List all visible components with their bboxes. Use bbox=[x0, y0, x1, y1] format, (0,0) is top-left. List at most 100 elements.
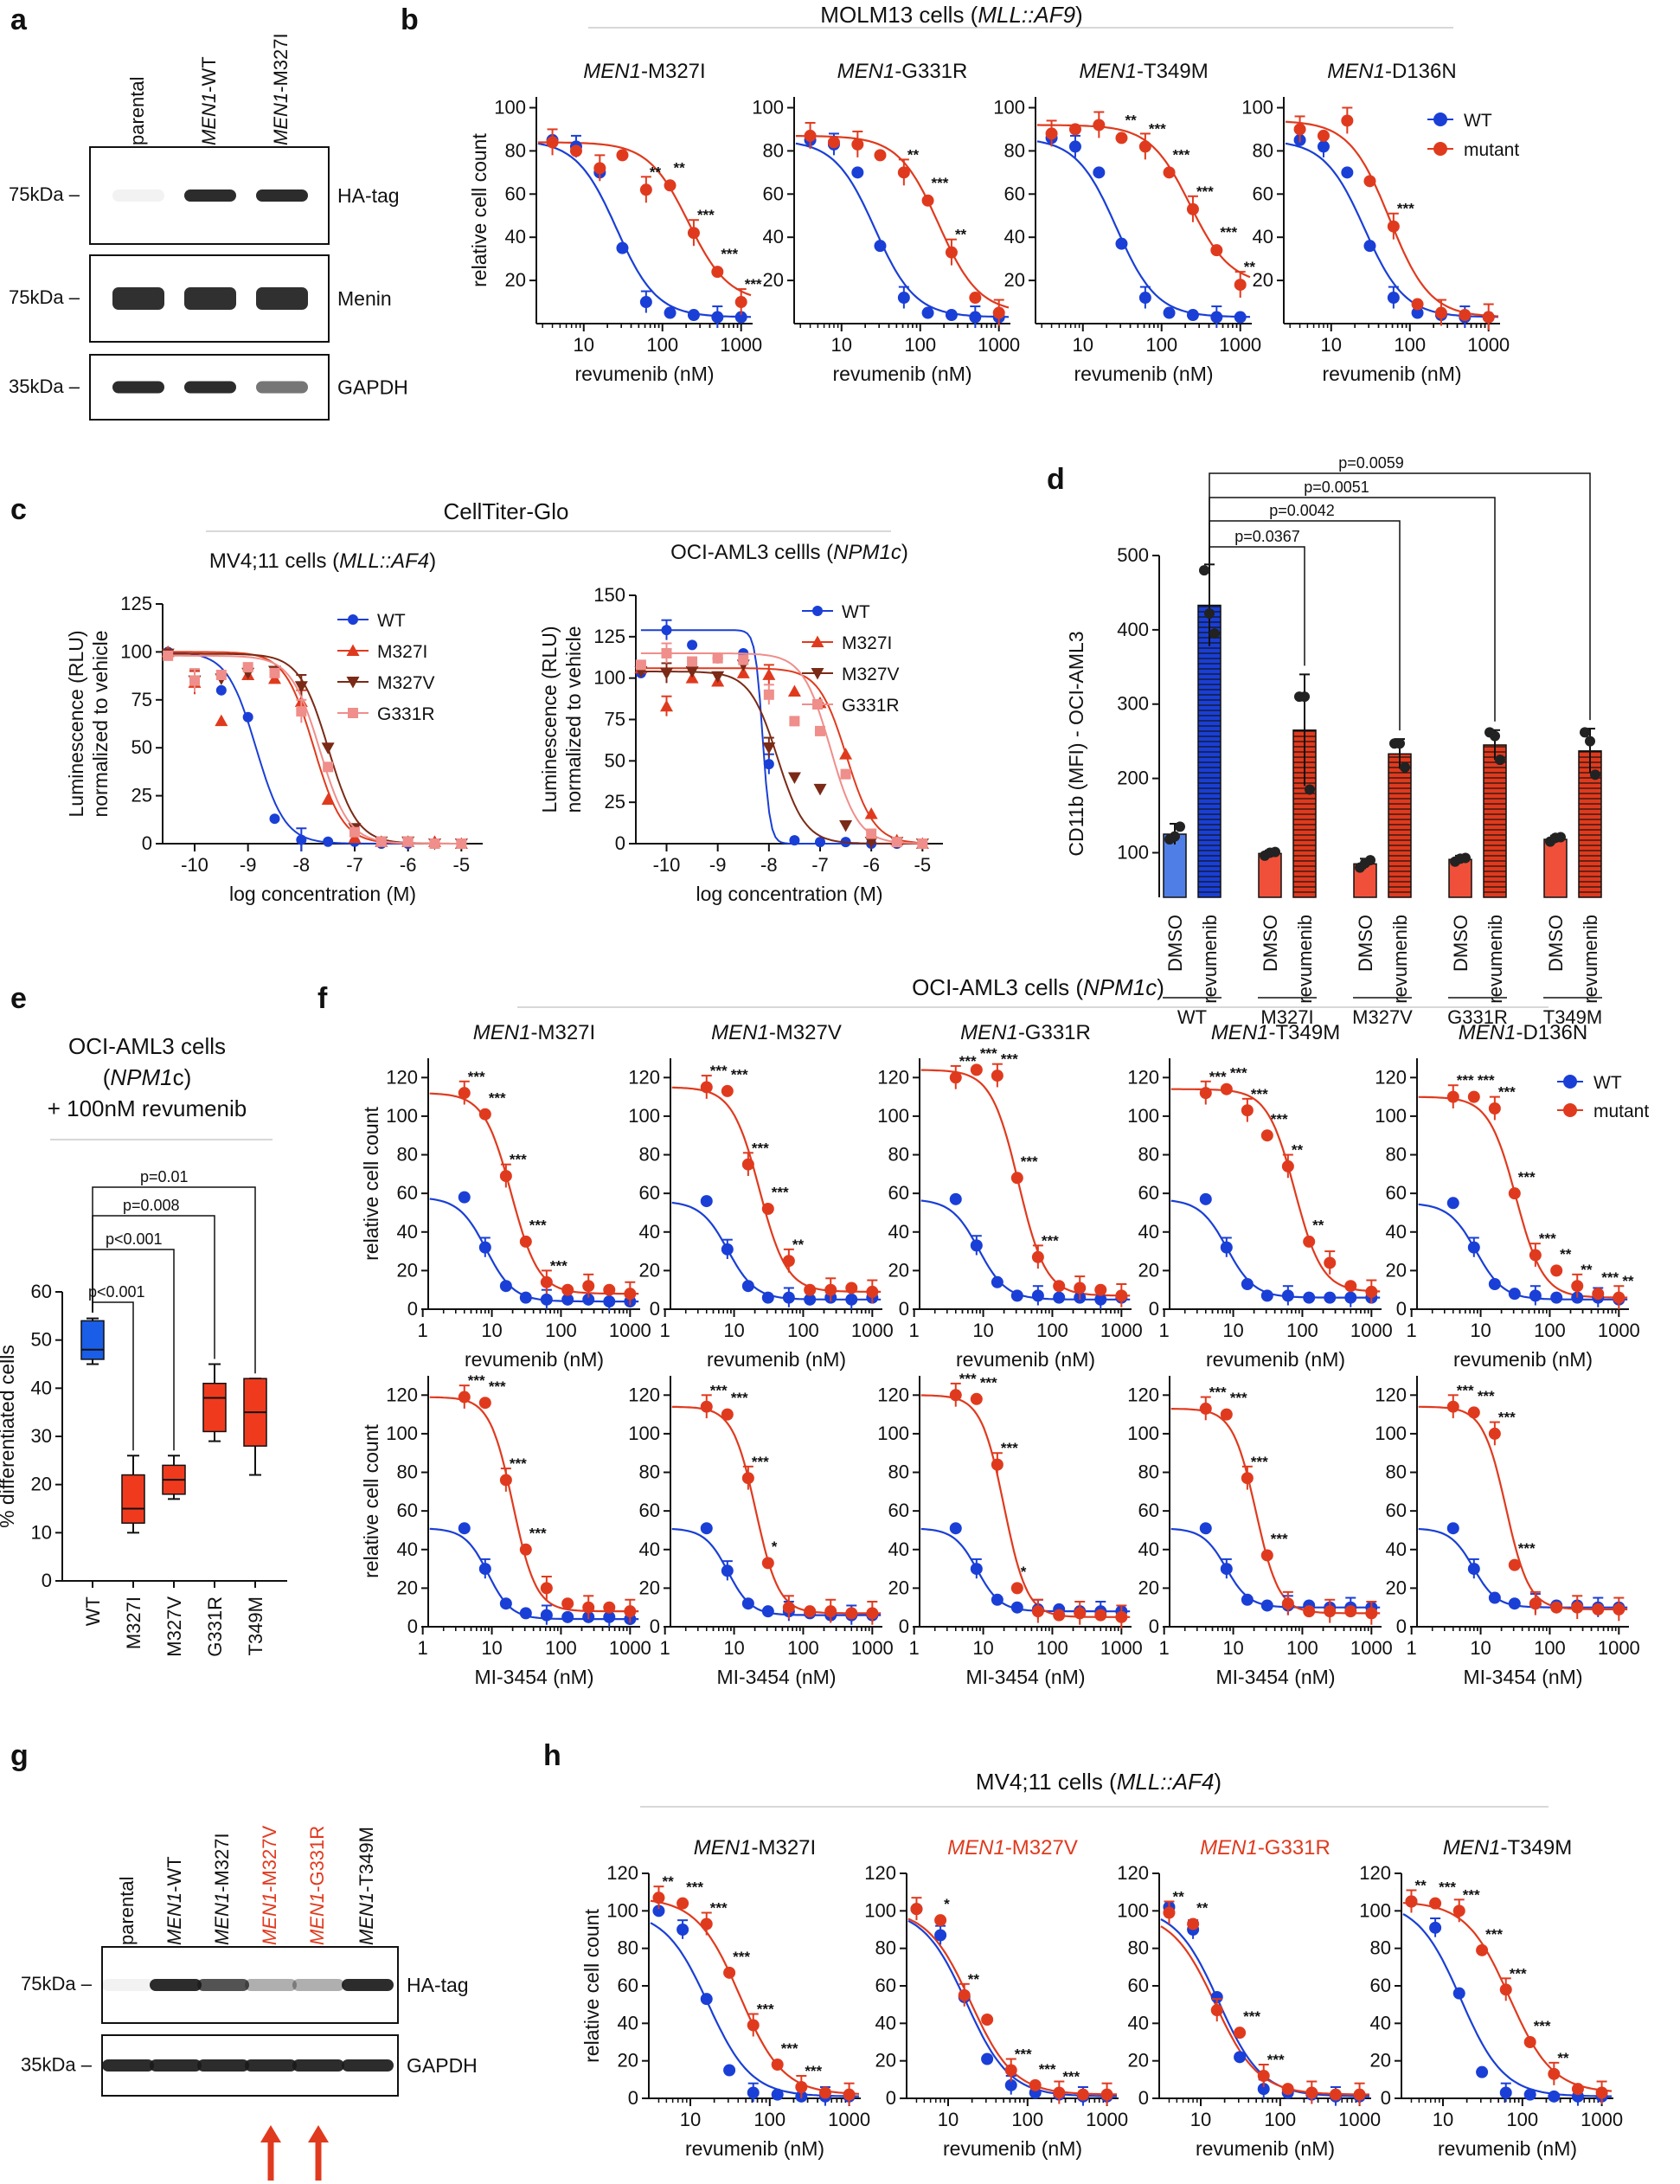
mutant-data-point bbox=[1341, 114, 1354, 127]
p-value-label: p=0.008 bbox=[123, 1197, 180, 1214]
mutant-data-point bbox=[845, 1281, 858, 1294]
replicate-point bbox=[1305, 784, 1315, 795]
mutant-fit-curve bbox=[671, 1405, 882, 1615]
mutant-fit-curve bbox=[1418, 1095, 1628, 1299]
wt-fit-curve bbox=[1402, 1913, 1612, 2097]
y-tick-label: 80 bbox=[505, 139, 526, 161]
wt-data-point bbox=[1115, 237, 1128, 250]
mutant-data-point bbox=[818, 2086, 831, 2099]
mutant-data-point bbox=[1093, 119, 1106, 132]
mutant-data-point bbox=[700, 1917, 713, 1930]
x-tick-label: 1000 bbox=[1086, 2109, 1128, 2130]
wt-data-point bbox=[1344, 1291, 1357, 1304]
protein-band bbox=[292, 2059, 344, 2072]
x-tick-label: 100 bbox=[1011, 2109, 1043, 2130]
y-tick-label: 20 bbox=[505, 269, 526, 291]
y-tick-label: 60 bbox=[875, 1975, 896, 1996]
significance-mark: ** bbox=[1125, 112, 1137, 128]
mutant-data-point bbox=[910, 1903, 923, 1916]
lane-label: parental bbox=[126, 76, 148, 145]
lane-label: MEN1-WT bbox=[198, 56, 220, 145]
significance-mark: *** bbox=[1518, 1540, 1536, 1557]
x-tick-label: 1000 bbox=[1350, 1637, 1393, 1659]
p-value-bracket bbox=[1209, 472, 1591, 721]
mutant-data-point bbox=[1100, 2088, 1113, 2101]
group-label: G331R bbox=[1447, 1006, 1508, 1028]
x-tick-label: -10 bbox=[181, 854, 208, 876]
mutant-data-point bbox=[949, 1389, 962, 1402]
mutant-data-point bbox=[970, 1392, 983, 1405]
protein-band bbox=[184, 381, 236, 394]
wt-data-point bbox=[1260, 1599, 1273, 1612]
x-axis-label: MI-3454 (nM) bbox=[1215, 1666, 1335, 1688]
mutant-data-point bbox=[1138, 140, 1151, 153]
y-axis-label: relative cell count bbox=[580, 1909, 603, 2063]
significance-mark: ** bbox=[1557, 2050, 1569, 2066]
mutant-data-point bbox=[1220, 1408, 1233, 1421]
x-tick-label: 1000 bbox=[1581, 2109, 1623, 2130]
mutant-data-point bbox=[1550, 1601, 1563, 1614]
replicate-point bbox=[1395, 738, 1405, 749]
significance-mark: *** bbox=[1485, 1926, 1503, 1943]
data-point-G331R bbox=[815, 725, 825, 736]
y-tick-label: 0 bbox=[1381, 2087, 1391, 2109]
wt-data-point bbox=[603, 1295, 616, 1308]
mutant-data-point bbox=[1234, 2027, 1247, 2039]
mutant-data-point bbox=[1115, 1289, 1128, 1302]
subplot-title: MEN1-M327I bbox=[583, 60, 705, 83]
x-tick-label: -7 bbox=[811, 854, 829, 876]
mutant-data-point bbox=[616, 149, 629, 162]
mutant-data-point bbox=[1045, 127, 1058, 140]
x-tick-label: 100 bbox=[1534, 1320, 1566, 1341]
x-tick-label: 1000 bbox=[1467, 334, 1510, 356]
y-axis-label: CD11b (MFI) - OCI-AML3 bbox=[1065, 631, 1087, 856]
legend-marker bbox=[812, 699, 823, 710]
y-tick-label: 120 bbox=[386, 1066, 418, 1088]
bar-condition-label: DMSO bbox=[1355, 915, 1376, 972]
wt-data-point bbox=[540, 1293, 553, 1306]
mutant-data-point bbox=[1115, 1610, 1128, 1623]
y-tick-label: 40 bbox=[618, 2012, 638, 2033]
kda-marker: 75kDa – bbox=[9, 183, 80, 205]
wt-data-point bbox=[949, 1522, 962, 1535]
significance-mark: *** bbox=[1209, 1069, 1227, 1085]
y-tick-label: 0 bbox=[142, 832, 152, 854]
mutant-data-point bbox=[478, 1108, 491, 1121]
mutant-data-point bbox=[1529, 1597, 1542, 1610]
significance-mark: *** bbox=[468, 1372, 485, 1389]
protein-band bbox=[256, 287, 308, 310]
bar-G331R-revumenib bbox=[1483, 744, 1507, 898]
mutant-data-point bbox=[1234, 279, 1247, 292]
mutant-data-point bbox=[782, 1601, 795, 1614]
wt-data-point bbox=[1220, 1563, 1233, 1576]
y-tick-label: 20 bbox=[1138, 1577, 1159, 1598]
x-tick-label: 100 bbox=[1394, 334, 1426, 356]
mutant-data-point bbox=[1548, 2067, 1561, 2080]
replicate-point bbox=[1400, 761, 1410, 773]
y-tick-label: 80 bbox=[763, 139, 784, 161]
y-tick-label: 40 bbox=[763, 226, 784, 247]
mutant-data-point bbox=[969, 292, 982, 305]
data-point-G331R bbox=[687, 656, 698, 667]
replicate-point bbox=[1365, 855, 1375, 866]
mutant-data-point bbox=[1353, 2088, 1366, 2101]
wt-data-point bbox=[949, 1192, 962, 1205]
wt-data-point bbox=[1429, 1921, 1442, 1934]
significance-mark: ** bbox=[650, 164, 662, 180]
y-tick-label: 20 bbox=[639, 1259, 660, 1281]
x-tick-label: 1000 bbox=[720, 334, 762, 356]
wt-data-point bbox=[1257, 2083, 1270, 2096]
x-tick-label: 10 bbox=[831, 334, 852, 356]
wt-data-point bbox=[700, 1195, 713, 1208]
mutant-data-point bbox=[845, 1607, 858, 1620]
y-tick-label: 60 bbox=[1370, 1975, 1391, 1996]
legend-marker bbox=[811, 668, 824, 680]
x-axis-label: revumenib (nM) bbox=[685, 2137, 824, 2160]
subplot-title: MEN1-T349M bbox=[1079, 60, 1208, 83]
wt-data-point bbox=[1210, 1991, 1223, 2003]
significance-mark: *** bbox=[489, 1089, 506, 1106]
legend-label: M327I bbox=[842, 633, 892, 653]
lane-label: MEN1-M327I bbox=[211, 1833, 233, 1945]
y-tick-label: 100 bbox=[1375, 1105, 1407, 1127]
mutant-data-point bbox=[639, 183, 652, 196]
